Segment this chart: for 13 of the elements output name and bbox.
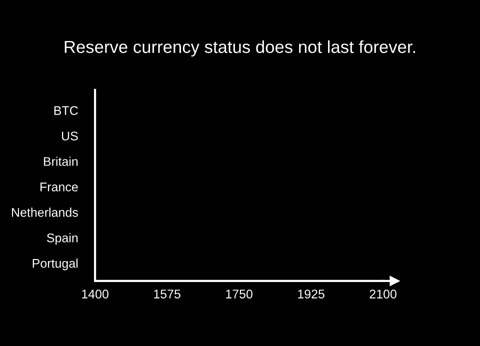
chart-title: Reserve currency status does not last forever.	[64, 40, 416, 57]
y-tick-label: Britain	[44, 156, 78, 166]
x-tick-label: 2100	[370, 290, 396, 298]
y-tick-label: Spain	[46, 233, 78, 245]
x-tick-label: 1750	[226, 290, 252, 298]
x-tick-label: 1925	[298, 290, 324, 298]
y-tick-label: France	[40, 182, 78, 192]
x-tick-label: 1400	[82, 290, 108, 298]
x-tick-label: 1575	[154, 290, 180, 298]
y-tick-label: BTC	[54, 106, 78, 115]
y-tick-label: US	[62, 132, 78, 140]
y-tick-label: Portugal	[32, 258, 78, 270]
y-tick-label: Netherlands	[12, 208, 78, 217]
